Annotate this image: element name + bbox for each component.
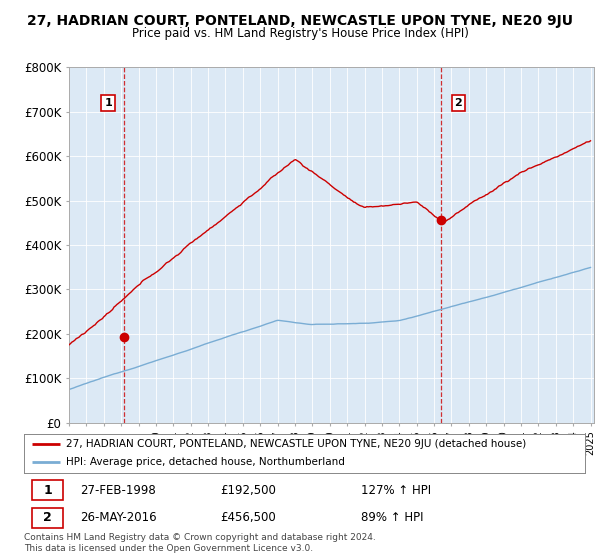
Text: £192,500: £192,500 [220,484,276,497]
FancyBboxPatch shape [32,507,63,528]
Text: Contains HM Land Registry data © Crown copyright and database right 2024.
This d: Contains HM Land Registry data © Crown c… [24,533,376,553]
Text: 27, HADRIAN COURT, PONTELAND, NEWCASTLE UPON TYNE, NE20 9JU (detached house): 27, HADRIAN COURT, PONTELAND, NEWCASTLE … [66,439,526,449]
Text: 2: 2 [43,511,52,524]
Text: 89% ↑ HPI: 89% ↑ HPI [361,511,423,524]
Text: £456,500: £456,500 [220,511,276,524]
Text: HPI: Average price, detached house, Northumberland: HPI: Average price, detached house, Nort… [66,457,345,467]
Text: 2: 2 [455,98,462,108]
Text: 1: 1 [43,484,52,497]
Text: 26-MAY-2016: 26-MAY-2016 [80,511,157,524]
Text: 1: 1 [104,98,112,108]
Text: 27-FEB-1998: 27-FEB-1998 [80,484,156,497]
Text: 127% ↑ HPI: 127% ↑ HPI [361,484,431,497]
Text: Price paid vs. HM Land Registry's House Price Index (HPI): Price paid vs. HM Land Registry's House … [131,27,469,40]
FancyBboxPatch shape [32,480,63,501]
Text: 27, HADRIAN COURT, PONTELAND, NEWCASTLE UPON TYNE, NE20 9JU: 27, HADRIAN COURT, PONTELAND, NEWCASTLE … [27,14,573,28]
